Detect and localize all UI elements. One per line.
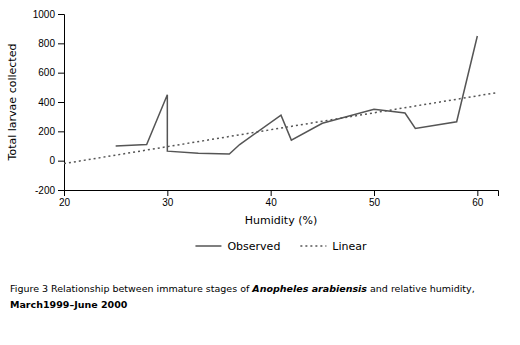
- series-line: [116, 36, 478, 154]
- x-axis: 20 30 40 50 60: [59, 190, 499, 208]
- tick-label: -200: [35, 185, 55, 196]
- tick-label: 20: [59, 197, 71, 208]
- tick-label: 1000: [33, 9, 56, 20]
- tick-label: 600: [38, 67, 55, 78]
- tick-mark: [374, 190, 375, 196]
- plot-area: [64, 36, 498, 164]
- tick: -200: [35, 185, 64, 196]
- tick: 0: [49, 155, 64, 166]
- caption-text: March1999–June 2000: [10, 299, 128, 310]
- tick-mark: [58, 131, 64, 132]
- tick-mark: [58, 161, 64, 162]
- tick-mark: [58, 102, 64, 103]
- tick: 60: [472, 190, 484, 208]
- tick: 30: [162, 190, 174, 208]
- legend-item: Observed: [195, 240, 280, 253]
- chart: 20 30 40 50 60 -200 0 200 400 600 800 1000 Humidity …: [0, 0, 520, 345]
- tick-mark: [58, 14, 64, 15]
- legend-item: Linear: [300, 240, 367, 253]
- legend: Observed Linear: [195, 240, 367, 253]
- tick: 600: [38, 67, 64, 78]
- tick-label: 800: [38, 38, 55, 49]
- tick: 800: [38, 38, 64, 49]
- tick-label: 50: [369, 197, 381, 208]
- tick-label: 0: [49, 155, 55, 166]
- axis-line: [58, 15, 65, 191]
- tick-label: 60: [472, 197, 484, 208]
- caption: Figure 3 Relationship between immature s…: [10, 283, 475, 310]
- tick-label: 30: [162, 197, 174, 208]
- tick-label: 40: [266, 197, 278, 208]
- legend-swatch: [300, 245, 326, 247]
- tick-mark: [58, 73, 64, 74]
- tick-mark: [58, 190, 64, 191]
- tick: 20: [59, 190, 71, 208]
- legend-swatch: [195, 245, 221, 247]
- x-axis-title: Humidity (%): [245, 214, 317, 227]
- caption-text: Figure 3 Relationship between immature s…: [10, 283, 252, 294]
- caption-text: Anopheles arabiensis: [251, 283, 367, 294]
- series-line: [64, 92, 498, 163]
- tick-label: 200: [38, 126, 55, 137]
- legend-label: Linear: [332, 240, 367, 253]
- y-axis: -200 0 200 400 600 800 1000: [33, 9, 65, 196]
- caption-text: and relative humidity,: [367, 283, 475, 294]
- tick: 40: [266, 190, 278, 208]
- tick: 400: [38, 97, 64, 108]
- tick-mark: [271, 190, 272, 196]
- tick: 50: [369, 190, 381, 208]
- y-axis-title: Total larvae collected: [6, 44, 19, 162]
- tick-mark: [58, 43, 64, 44]
- tick: 200: [38, 126, 64, 137]
- axis-line: [65, 191, 499, 197]
- tick-label: 400: [38, 97, 55, 108]
- tick-mark: [167, 190, 168, 196]
- tick: 1000: [33, 9, 64, 20]
- caption-line: Figure 3 Relationship between immature s…: [10, 283, 475, 294]
- legend-label: Observed: [227, 240, 280, 253]
- tick-mark: [477, 190, 478, 196]
